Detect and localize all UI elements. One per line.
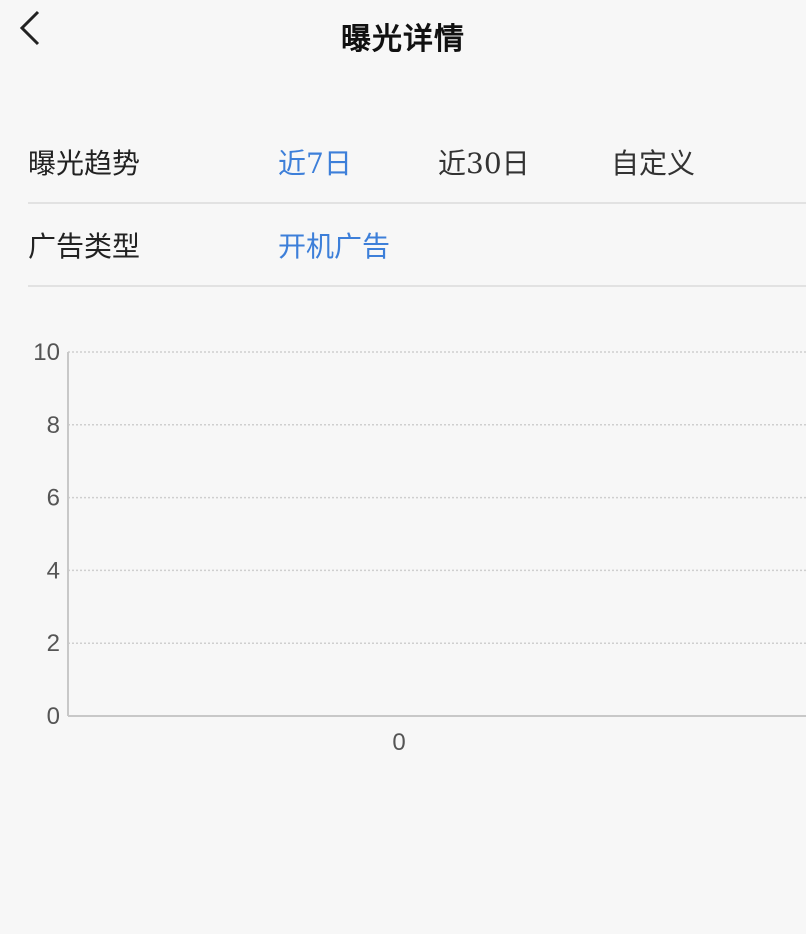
chevron-left-icon [19, 10, 40, 46]
y-tick-label: 0 [47, 703, 60, 730]
ad-type-label: 广告类型 [28, 230, 141, 263]
option-7-days[interactable]: 近7日 [278, 147, 352, 180]
ad-type-row: 广告类型 开机广告 [28, 201, 806, 287]
trend-filter-row: 曝光趋势 近7日 近30日 自定义 [28, 118, 806, 204]
option-custom[interactable]: 自定义 [611, 147, 696, 180]
exposure-chart: 0 2 4 6 8 10 0 [0, 330, 806, 770]
page-title: 曝光详情 [341, 22, 465, 57]
x-tick-label: 0 [392, 729, 405, 756]
y-tick-label: 4 [47, 557, 60, 584]
chart-canvas: 0 2 4 6 8 10 0 [33, 339, 806, 756]
y-tick-label: 2 [47, 630, 60, 657]
trend-label: 曝光趋势 [28, 147, 141, 180]
y-tick-label: 10 [33, 339, 60, 366]
y-tick-label: 6 [47, 485, 60, 512]
option-30-days[interactable]: 近30日 [438, 147, 530, 180]
header-bar: 曝光详情 [0, 0, 806, 70]
y-tick-label: 8 [47, 412, 60, 439]
ad-type-value[interactable]: 开机广告 [278, 230, 391, 263]
back-button[interactable] [14, 8, 50, 48]
